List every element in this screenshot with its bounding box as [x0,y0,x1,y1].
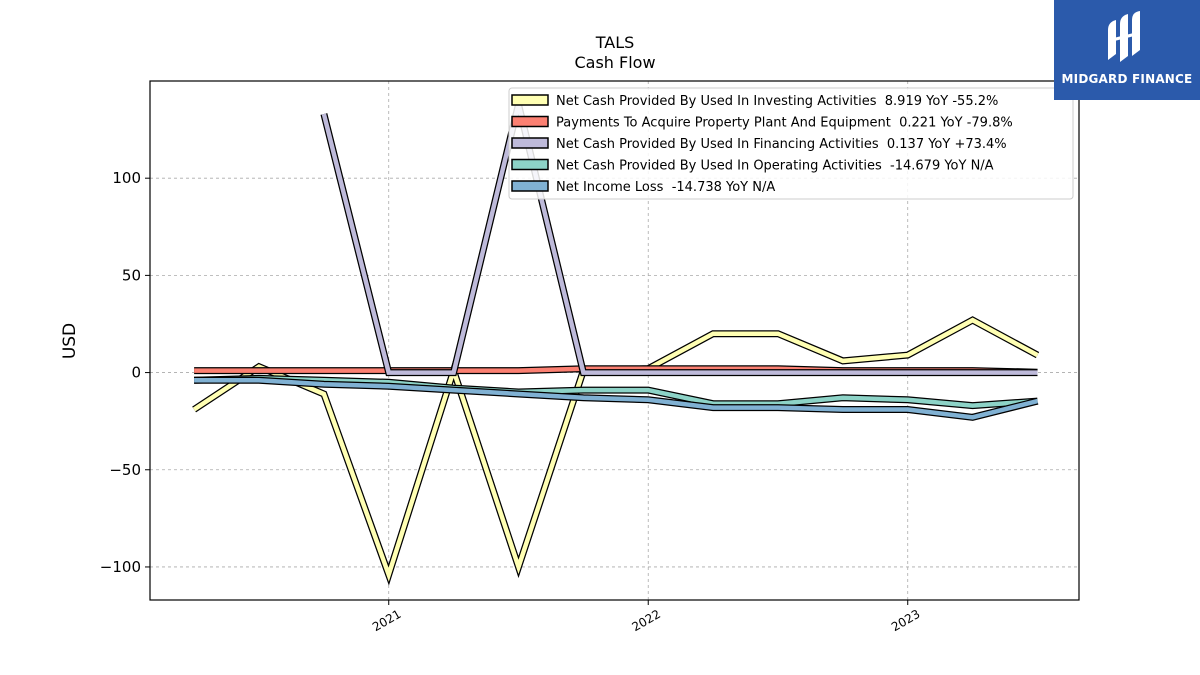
legend-entry: Payments To Acquire Property Plant And E… [556,116,1013,131]
y-tick-label: 0 [131,364,141,382]
legend-entry: Net Income Loss -14.738 YoY N/A [556,180,775,195]
legend-swatch [511,180,549,192]
legend-swatch [511,94,549,106]
legend-entry: Net Cash Provided By Used In Operating A… [556,159,994,174]
series-lines [192,103,1040,586]
y-tick-label: −100 [100,558,141,576]
logo-text: MIDGARD FINANCE [1061,72,1193,86]
midgard-finance-logo: MIDGARD FINANCE [1054,0,1200,100]
y-tick-label: 100 [112,169,141,187]
y-axis-label: USD [60,323,80,359]
legend: Net Cash Provided By Used In Investing A… [508,87,1074,200]
plot-frame [149,80,1080,601]
legend-entry: Net Cash Provided By Used In Financing A… [556,137,1007,152]
legend-swatch [511,115,549,128]
midgard-logo-icon [1108,11,1140,62]
legend-swatch [511,137,549,149]
chart-subtitle: Cash Flow [574,53,655,72]
legend-box [508,87,1074,200]
y-tick-label: −50 [109,461,141,479]
y-tick-label: 50 [122,266,141,284]
series-line-3 [320,103,1038,377]
legend-swatch [511,158,549,171]
series-line-4 [193,374,1038,410]
x-tick-label: 2022 [630,607,663,634]
x-tick-label: 2023 [889,607,922,634]
x-tick-label: 2021 [370,607,403,634]
series-line-1 [192,316,1040,586]
series-line-5 [194,376,1039,421]
chart-title: TALS [595,33,635,52]
legend-entry: Net Cash Provided By Used In Investing A… [556,94,998,109]
